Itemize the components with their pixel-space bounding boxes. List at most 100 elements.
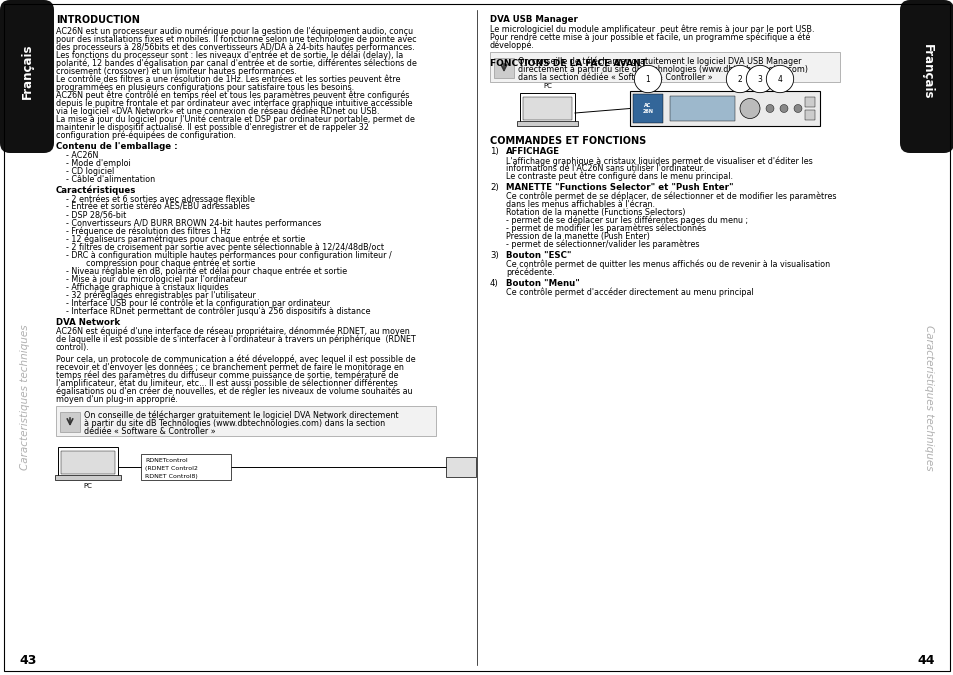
Text: Ce contrôle permet d'accéder directement au menu principal: Ce contrôle permet d'accéder directement…: [505, 288, 753, 298]
Text: Ce contrôle permet de quitter les menus affichés ou de revenir à la visualisatio: Ce contrôle permet de quitter les menus …: [505, 260, 829, 269]
Text: FONCTIONS DE LA FACE AVANT: FONCTIONS DE LA FACE AVANT: [490, 59, 646, 68]
Text: - Convertisseurs A/D BURR BROWN 24-bit hautes performances: - Convertisseurs A/D BURR BROWN 24-bit h…: [66, 219, 321, 228]
Text: 2): 2): [490, 183, 498, 192]
Text: Caractéristiques: Caractéristiques: [56, 186, 136, 196]
Text: 3: 3: [757, 74, 761, 84]
Text: AC
26N: AC 26N: [641, 103, 653, 114]
Text: (RDNET Control2: (RDNET Control2: [145, 466, 197, 471]
Text: moyen d'un plug-in approprié.: moyen d'un plug-in approprié.: [56, 395, 177, 404]
Text: développé.: développé.: [490, 41, 535, 51]
Text: 2: 2: [737, 74, 741, 84]
Bar: [61, 451, 115, 474]
Text: Bouton "Menu": Bouton "Menu": [505, 279, 579, 288]
Text: Le contrôle des filtres a une résolution de 1Hz. Les entrées et les sorties peuv: Le contrôle des filtres a une résolution…: [56, 75, 400, 84]
Bar: [669, 96, 734, 121]
Text: Pour cela, un protocole de communication a été développé, avec lequel il est pos: Pour cela, un protocole de communication…: [56, 355, 416, 364]
Text: - Fréquence de résolution des filtres 1 Hz: - Fréquence de résolution des filtres 1 …: [66, 227, 231, 236]
Text: - AC26N: - AC26N: [66, 151, 98, 160]
Text: - DRC à configuration multiple hautes performances pour configuration limiteur /: - DRC à configuration multiple hautes pe…: [66, 251, 392, 260]
Text: DVA USB Manager: DVA USB Manager: [490, 15, 578, 24]
Text: - permet de modifier les paramètres sélectionnés: - permet de modifier les paramètres séle…: [505, 224, 705, 234]
Text: - Affichage graphique à cristaux liquides: - Affichage graphique à cristaux liquide…: [66, 283, 229, 292]
Text: - permet de se déplacer sur les différentes pages du menu ;: - permet de se déplacer sur les différen…: [505, 216, 747, 225]
Bar: [490, 52, 840, 82]
Text: - 12 égaliseurs paramétriques pour chaque entrée et sortie: - 12 égaliseurs paramétriques pour chaqu…: [66, 235, 305, 244]
Bar: [522, 97, 572, 120]
Bar: [60, 412, 80, 432]
Text: précédente.: précédente.: [505, 268, 554, 277]
Text: - Câble d'alimentation: - Câble d'alimentation: [66, 175, 155, 184]
Bar: [519, 93, 575, 123]
Text: - Niveau réglable en dB, polarité et délai pour chaque entrée et sortie: - Niveau réglable en dB, polarité et dél…: [66, 267, 347, 277]
Bar: [141, 454, 231, 480]
Text: des processeurs à 28/56bits et des convertisseurs AD/DA à 24-bits hautes perform: des processeurs à 28/56bits et des conve…: [56, 43, 415, 52]
Text: de laquelle il est possible de s'interfacer à l'ordinateur à travers un périphér: de laquelle il est possible de s'interfa…: [56, 335, 416, 344]
Text: 1: 1: [645, 74, 650, 84]
Bar: [55, 475, 121, 480]
Text: - Mode d'emploi: - Mode d'emploi: [66, 159, 131, 168]
Text: - DSP 28/56-bit: - DSP 28/56-bit: [66, 211, 126, 220]
Text: maintenir le dispositif actualisé. Il est possible d'enregistrer et de rappeler : maintenir le dispositif actualisé. Il es…: [56, 123, 369, 132]
Text: dans les menus affichables à l'écran.: dans les menus affichables à l'écran.: [505, 200, 655, 209]
Text: Caracteristiques techniques: Caracteristiques techniques: [20, 325, 30, 470]
Text: à partir du site dB Technologies (www.dbtechnologies.com) dans la section: à partir du site dB Technologies (www.db…: [84, 419, 385, 428]
Circle shape: [740, 99, 760, 119]
Text: 1): 1): [490, 147, 498, 156]
Text: 43: 43: [19, 655, 36, 668]
Text: AC26N est un processeur audio numérique pour la gestion de l'équipement audio, c: AC26N est un processeur audio numérique …: [56, 27, 413, 36]
Text: - Interface RDnet permettant de contrôler jusqu'à 256 dispositifs à distance: - Interface RDnet permettant de contrôle…: [66, 307, 370, 317]
Text: PC: PC: [542, 83, 552, 89]
Text: control).: control).: [56, 343, 90, 352]
Text: AC26N est équipé d'une interface de réseau propriétaire, dénommée RDNET, au moye: AC26N est équipé d'une interface de rése…: [56, 327, 410, 337]
Bar: [633, 94, 662, 123]
Text: 3): 3): [490, 251, 498, 260]
Text: 4): 4): [490, 279, 498, 288]
Text: - 2 entrées et 6 sorties avec adressage flexible: - 2 entrées et 6 sorties avec adressage …: [66, 195, 254, 205]
Text: L'affichage graphique à cristaux liquides permet de visualiser et d'éditer les: L'affichage graphique à cristaux liquide…: [505, 156, 812, 165]
Text: dédiée « Software & Controller »: dédiée « Software & Controller »: [84, 427, 215, 436]
Text: recevoir et d'envoyer les données ; ce branchement permet de faire le monitorage: recevoir et d'envoyer les données ; ce b…: [56, 363, 403, 373]
Text: Bouton "ESC": Bouton "ESC": [505, 251, 571, 260]
Text: - CD logiciel: - CD logiciel: [66, 167, 114, 176]
FancyBboxPatch shape: [0, 0, 54, 153]
Text: Contenu de l'emballage :: Contenu de l'emballage :: [56, 142, 177, 151]
Text: Français: Français: [920, 44, 933, 99]
Text: Le micrologiciel du module amplificateur  peut être remis à jour par le port USB: Le micrologiciel du module amplificateur…: [490, 25, 814, 34]
Text: - Mise à jour du micrologiciel par l'ordinateur: - Mise à jour du micrologiciel par l'ord…: [66, 275, 247, 284]
Text: Le contraste peut être configuré dans le menu principal.: Le contraste peut être configuré dans le…: [505, 172, 732, 182]
Text: l'amplificateur, état du limiteur, etc... Il est aussi possible de sélectionner : l'amplificateur, état du limiteur, etc..…: [56, 379, 397, 389]
Text: - 2 filtres de croisement par sortie avec pente sélectionnable à 12/24/48dB/oct: - 2 filtres de croisement par sortie ave…: [66, 243, 384, 252]
Text: - Interface USB pour le contrôle et la configuration par ordinateur: - Interface USB pour le contrôle et la c…: [66, 299, 330, 308]
Text: programmées en plusieurs configurations pour satisfaire tous les besoins.: programmées en plusieurs configurations …: [56, 83, 354, 92]
Text: polarité, 12 bandes d'égalisation par canal d'entrée et de sortie, différentes s: polarité, 12 bandes d'égalisation par ca…: [56, 59, 416, 68]
Bar: [804, 97, 814, 107]
Circle shape: [780, 105, 787, 113]
Text: égalisations ou d'en créer de nouvelles, et de régler les niveaux de volume souh: égalisations ou d'en créer de nouvelles,…: [56, 387, 413, 396]
Bar: [517, 121, 578, 126]
Text: Ce contrôle permet de se déplacer, de sélectionner et de modifier les paramètres: Ce contrôle permet de se déplacer, de sé…: [505, 192, 836, 202]
Bar: [804, 110, 814, 120]
Text: INTRODUCTION: INTRODUCTION: [56, 15, 140, 25]
Text: RDNETcontrol: RDNETcontrol: [145, 458, 188, 463]
Text: RDNET Control8): RDNET Control8): [145, 474, 197, 479]
Text: Les fonctions du processeur sont : les niveaux d'entrée et de sortie, le délai (: Les fonctions du processeur sont : les n…: [56, 51, 403, 61]
Text: On conseille de télécharger gratuitement le logiciel DVA Network directement: On conseille de télécharger gratuitement…: [84, 411, 398, 421]
Text: - 32 préréglages enregistrables par l'utilisateur: - 32 préréglages enregistrables par l'ut…: [66, 291, 255, 300]
Text: pour des installations fixes et mobiles. Il fonctionne selon une technologie de : pour des installations fixes et mobiles.…: [56, 35, 416, 44]
Text: Pression de la manette (Push Enter): Pression de la manette (Push Enter): [505, 232, 649, 241]
Text: configuration pré-équipées de configuration.: configuration pré-équipées de configurat…: [56, 131, 235, 140]
Circle shape: [793, 105, 801, 113]
Text: DVA Network: DVA Network: [56, 318, 120, 327]
Text: Français: Français: [20, 44, 33, 99]
Text: AFFICHAGE: AFFICHAGE: [505, 147, 559, 156]
Text: dans la section dédiée « Software & Controller »: dans la section dédiée « Software & Cont…: [517, 73, 712, 82]
Text: Caracteristiques techniques: Caracteristiques techniques: [923, 325, 933, 470]
Text: Rotation de la manette (Functions Selectors): Rotation de la manette (Functions Select…: [505, 208, 685, 217]
Text: - permet de sélectionner/valider les paramètres: - permet de sélectionner/valider les par…: [505, 240, 699, 250]
Bar: [629, 91, 820, 126]
Bar: [56, 406, 436, 436]
Text: AC26N peut être contrôlé en temps réel et tous les paramètres peuvent être confi: AC26N peut être contrôlé en temps réel e…: [56, 91, 409, 101]
Text: 44: 44: [916, 655, 934, 668]
Text: La mise à jour du logiciel pour l'Unité centrale et DSP par ordinateur portable,: La mise à jour du logiciel pour l'Unité …: [56, 115, 415, 124]
Text: directement à partir du site dB Technologies (www.dbtechnologies.com): directement à partir du site dB Technolo…: [517, 65, 807, 74]
